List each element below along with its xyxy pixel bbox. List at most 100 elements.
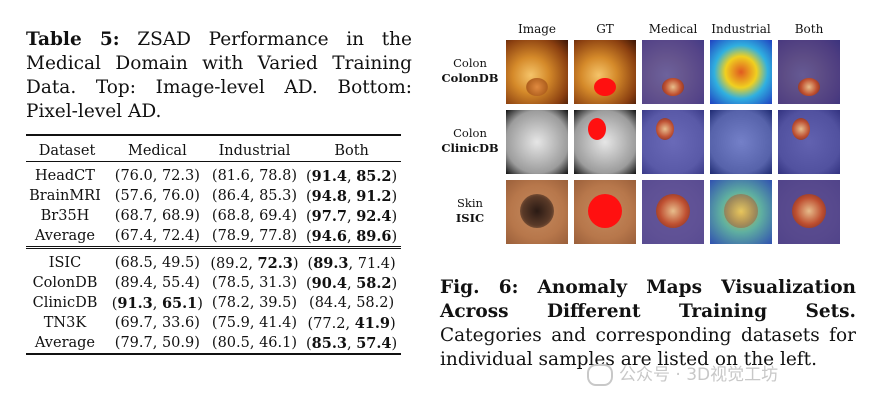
cell-dataset: ISIC (48, 255, 82, 271)
figure-cell (506, 40, 568, 104)
figure-cell (574, 110, 636, 174)
figure-cell (778, 180, 840, 244)
cell-medical: (68.5, 49.5) (114, 255, 200, 271)
anomaly-spot (798, 78, 820, 96)
row-dataset: ISIC (455, 211, 485, 225)
row-dataset: ColonDB (441, 71, 499, 85)
row-dataset: ClinicDB (441, 141, 499, 155)
table-row: ColonDB (89.4, 55.4) (78.5, 31.3) (90.4, 58… (26, 273, 401, 293)
cell-industrial: (75.9, 41.4) (211, 315, 298, 331)
pixel-level-rows: ISIC (68.5, 49.5) (89.2, 72.3) (89.3, 71.4)… (26, 247, 401, 354)
heatmap-overlay (642, 110, 704, 174)
heatmap-overlay (778, 110, 840, 174)
figure-col-header: GT (596, 22, 614, 36)
table-row: ClinicDB (91.3, 65.1) (78.2, 39.5) (84.4, 5… (26, 293, 401, 313)
cell-dataset: Br35H (40, 208, 90, 224)
figure-caption-label: Fig. 6: Anomaly Maps Visualization Acros… (440, 277, 856, 322)
figure-cell (642, 180, 704, 244)
cell-dataset: HeadCT (35, 168, 95, 184)
figure-cell (642, 40, 704, 104)
anomaly-spot (656, 194, 690, 228)
cell-industrial: (78.2, 39.5) (211, 295, 298, 311)
header-industrial: Industrial (218, 143, 291, 159)
figure-cell (642, 110, 704, 174)
wechat-icon (587, 364, 613, 386)
cell-medical: (89.4, 55.4) (114, 275, 200, 291)
figure-cell (574, 180, 636, 244)
cell-both: (97.7, 92.4) (305, 207, 398, 225)
anomaly-spot (662, 78, 684, 96)
table-caption: Table 5: ZSAD Performance in the Medical… (26, 28, 412, 124)
gt-mask (594, 78, 616, 96)
cell-both: (84.4, 58.2) (309, 295, 395, 311)
cell-medical: (57.6, 76.0) (114, 188, 200, 204)
table-row: Average (67.4, 72.4) (78.9, 77.8) (94.6, 89… (26, 226, 401, 248)
header-both: Both (334, 143, 369, 159)
cell-both: (94.6, 89.6) (305, 227, 398, 245)
cell-dataset: ColonDB (32, 275, 98, 291)
table-row: Br35H (68.7, 68.9) (68.8, 69.4) (97.7, 92.4… (26, 206, 401, 226)
cell-industrial: (78.9, 77.8) (211, 228, 298, 244)
anomaly-spot (724, 194, 758, 228)
figure-col-header: Industrial (711, 22, 771, 36)
gt-mask (588, 118, 606, 140)
figure-row-label: Colon ClinicDB (440, 126, 500, 156)
figure-cell (574, 40, 636, 104)
cell-dataset: ClinicDB (32, 295, 98, 311)
figure-col-header: Image (517, 22, 557, 36)
table-caption-label: Table 5: (26, 29, 120, 50)
figure-cell (506, 110, 568, 174)
cell-dataset: Average (34, 335, 96, 351)
cell-medical: (76.0, 72.3) (114, 168, 200, 184)
figure-cell (778, 110, 840, 174)
header-dataset: Dataset (38, 143, 96, 159)
lesion (526, 78, 548, 96)
cell-medical: (68.7, 68.9) (114, 208, 200, 224)
table-row: TN3K (69.7, 33.6) (75.9, 41.4) (77.2, 41.9) (26, 313, 401, 333)
cell-medical: (67.4, 72.4) (114, 228, 200, 244)
table-row: Average (79.7, 50.9) (80.5, 46.1) (85.3, 57… (26, 333, 401, 354)
heatmap-overlay (710, 110, 772, 174)
figure-cell (506, 180, 568, 244)
gt-mask (588, 194, 622, 228)
image-level-rows: HeadCT (76.0, 72.3) (81.6, 78.8) (91.4, 85.… (26, 161, 401, 248)
cell-both: (94.8, 91.2) (305, 187, 398, 205)
table-caption-text: ZSAD Performance in the Medical Domain w… (26, 29, 412, 122)
cell-dataset: TN3K (43, 315, 87, 331)
figure-col-header: Medical (648, 22, 698, 36)
cell-both: (85.3, 57.4) (305, 334, 398, 352)
watermark: 公众号 · 3D视觉工坊 (587, 360, 778, 386)
figure-caption: Fig. 6: Anomaly Maps Visualization Acros… (440, 276, 856, 372)
figure-caption-text: Categories and corresponding datasets fo… (440, 325, 856, 370)
anomaly-spot (656, 118, 674, 140)
header-medical: Medical (127, 143, 187, 159)
cell-medical: (79.7, 50.9) (114, 335, 200, 351)
cell-dataset: BrainMRI (29, 188, 101, 204)
cell-both: (90.4, 58.2) (305, 274, 398, 292)
figure-col-header: Both (794, 22, 824, 36)
anomaly-spot (792, 118, 810, 140)
cell-industrial: (81.6, 78.8) (211, 168, 298, 184)
figure-row-label: Colon ColonDB (440, 56, 500, 86)
watermark-text: 公众号 · 3D视觉工坊 (619, 365, 779, 385)
row-category: Colon (453, 126, 487, 140)
figure-cell (710, 180, 772, 244)
figure-cell (778, 40, 840, 104)
heatmap-overlay (710, 40, 772, 104)
cell-both: (89.3, 71.4) (307, 254, 396, 272)
row-category: Skin (457, 196, 483, 210)
cell-industrial: (68.8, 69.4) (211, 208, 298, 224)
table-row: ISIC (68.5, 49.5) (89.2, 72.3) (89.3, 71.4) (26, 247, 401, 274)
table-header-row: Dataset Medical Industrial Both (26, 135, 401, 162)
figure-cell (710, 40, 772, 104)
cell-both: (77.2, 41.9) (307, 314, 396, 332)
table-row: BrainMRI (57.6, 76.0) (86.4, 85.3) (94.8, 9… (26, 186, 401, 206)
row-category: Colon (453, 56, 487, 70)
lesion (520, 194, 554, 228)
results-table: Dataset Medical Industrial Both HeadCT (7… (26, 134, 401, 355)
table-section: Table 5: ZSAD Performance in the Medical… (26, 28, 412, 355)
cell-industrial: (86.4, 85.3) (211, 188, 298, 204)
table-row: HeadCT (76.0, 72.3) (81.6, 78.8) (91.4, 85.… (26, 161, 401, 187)
anomaly-spot (792, 194, 826, 228)
cell-medical: (69.7, 33.6) (114, 315, 200, 331)
